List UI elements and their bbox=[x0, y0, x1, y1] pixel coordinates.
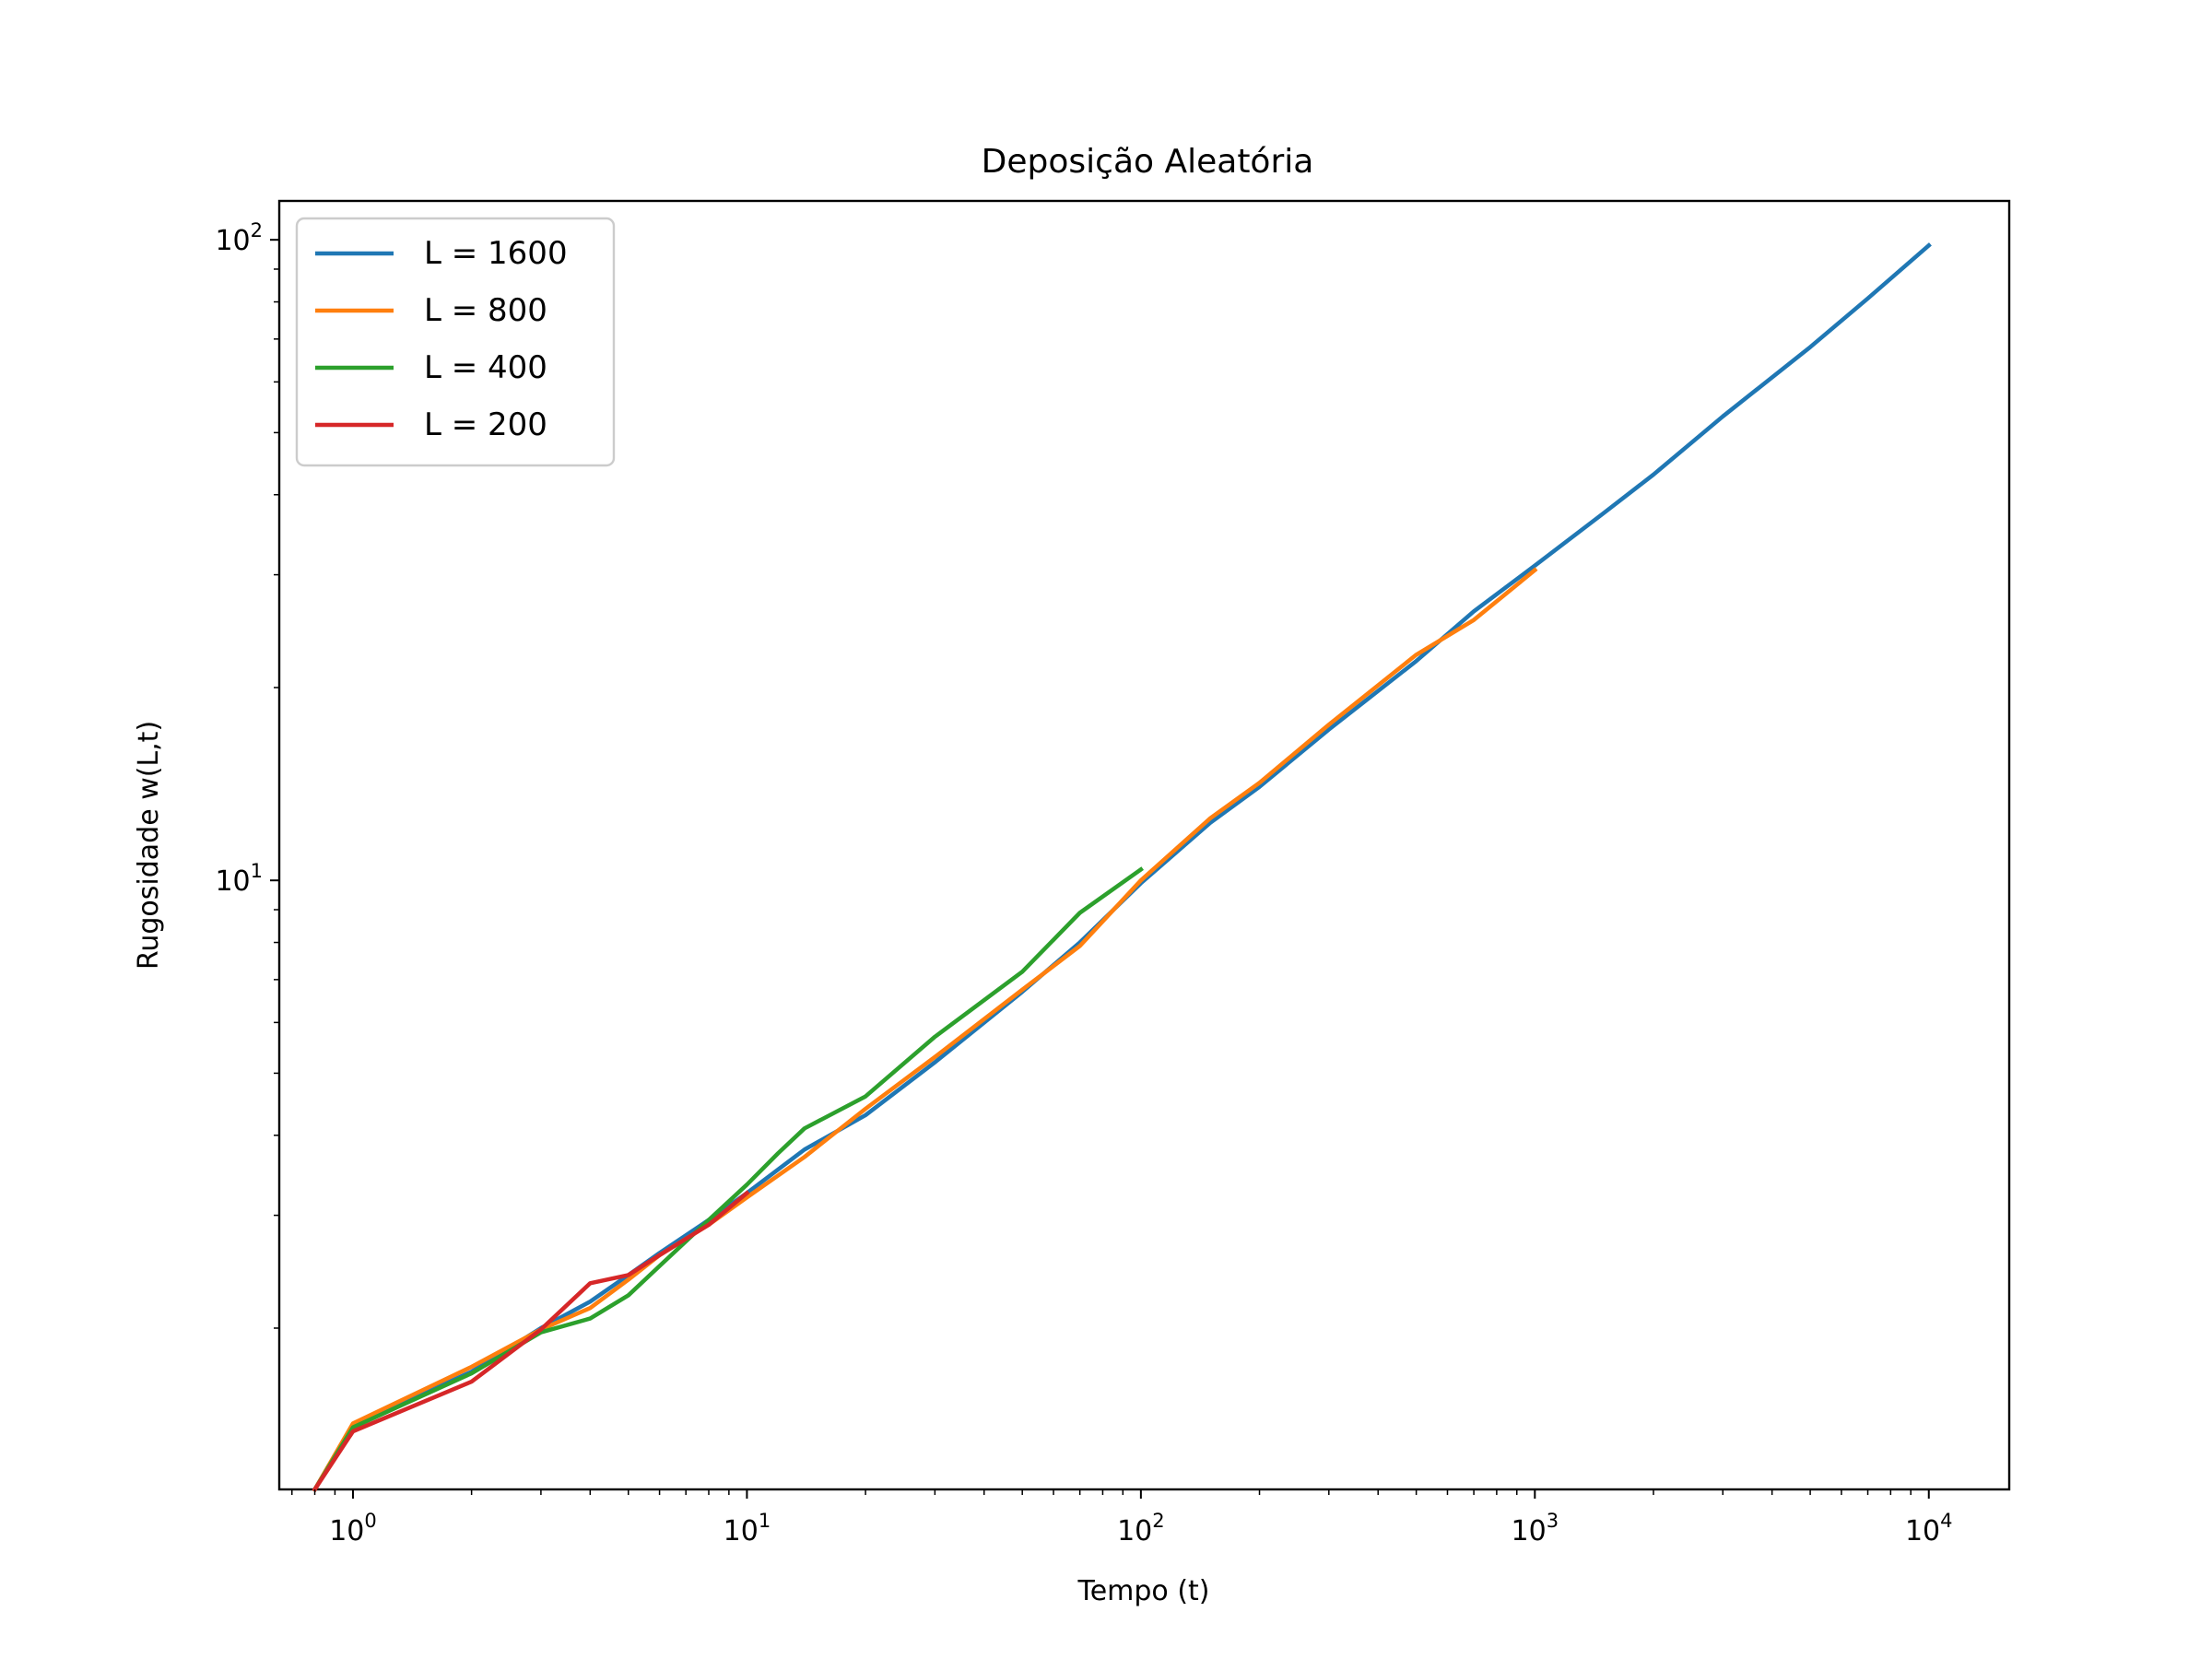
legend-items: L = 1600 L = 800 L = 400 L = 200 bbox=[315, 235, 568, 443]
x-tick-label-base: 10 bbox=[1117, 1515, 1152, 1547]
series-line-2 bbox=[312, 866, 1144, 1493]
x-axis-label: Tempo (t) bbox=[1077, 1575, 1209, 1607]
y-tick-label-exponent: 1 bbox=[251, 860, 263, 882]
y-axis-label: Rugosidade w(L,t) bbox=[133, 721, 165, 970]
x-tick-label: 101 bbox=[724, 1510, 771, 1547]
legend-box bbox=[295, 217, 616, 467]
legend-label-1: L = 800 bbox=[424, 292, 547, 329]
y-tick-label: 102 bbox=[215, 219, 263, 257]
legend: L = 1600 L = 800 L = 400 L = 200 bbox=[295, 217, 616, 467]
x-tick-label-exponent: 1 bbox=[759, 1510, 771, 1532]
series-line-1 bbox=[312, 567, 1538, 1493]
y-tick-label-exponent: 2 bbox=[251, 219, 263, 241]
series-layer bbox=[312, 242, 1932, 1493]
x-tick-label-exponent: 4 bbox=[1940, 1510, 1952, 1532]
x-tick-label: 100 bbox=[329, 1510, 377, 1547]
series-line-3 bbox=[312, 1190, 750, 1493]
chart-title: Deposição Aleatória bbox=[982, 143, 1314, 181]
x-tick-label: 104 bbox=[1905, 1510, 1953, 1547]
y-tick-label: 101 bbox=[215, 860, 263, 898]
legend-label-0: L = 1600 bbox=[424, 235, 568, 272]
x-tick-label-base: 10 bbox=[1512, 1515, 1547, 1547]
x-tick-label-base: 10 bbox=[724, 1515, 759, 1547]
legend-label-3: L = 200 bbox=[424, 406, 547, 443]
y-tick-label-base: 10 bbox=[215, 865, 250, 898]
x-axis-ticks: 100 101 102 103 104 bbox=[291, 1489, 1953, 1547]
x-tick-label: 103 bbox=[1512, 1510, 1559, 1547]
x-tick-label-exponent: 2 bbox=[1152, 1510, 1164, 1532]
series-line-0 bbox=[312, 242, 1932, 1493]
x-tick-label-exponent: 0 bbox=[364, 1510, 376, 1532]
y-tick-label-base: 10 bbox=[215, 225, 250, 257]
x-tick-label: 102 bbox=[1117, 1510, 1165, 1547]
x-tick-label-exponent: 3 bbox=[1547, 1510, 1559, 1532]
x-tick-label-base: 10 bbox=[329, 1515, 364, 1547]
plot-frame bbox=[277, 199, 2011, 1491]
x-tick-label-base: 10 bbox=[1905, 1515, 1940, 1547]
legend-label-2: L = 400 bbox=[424, 349, 547, 386]
